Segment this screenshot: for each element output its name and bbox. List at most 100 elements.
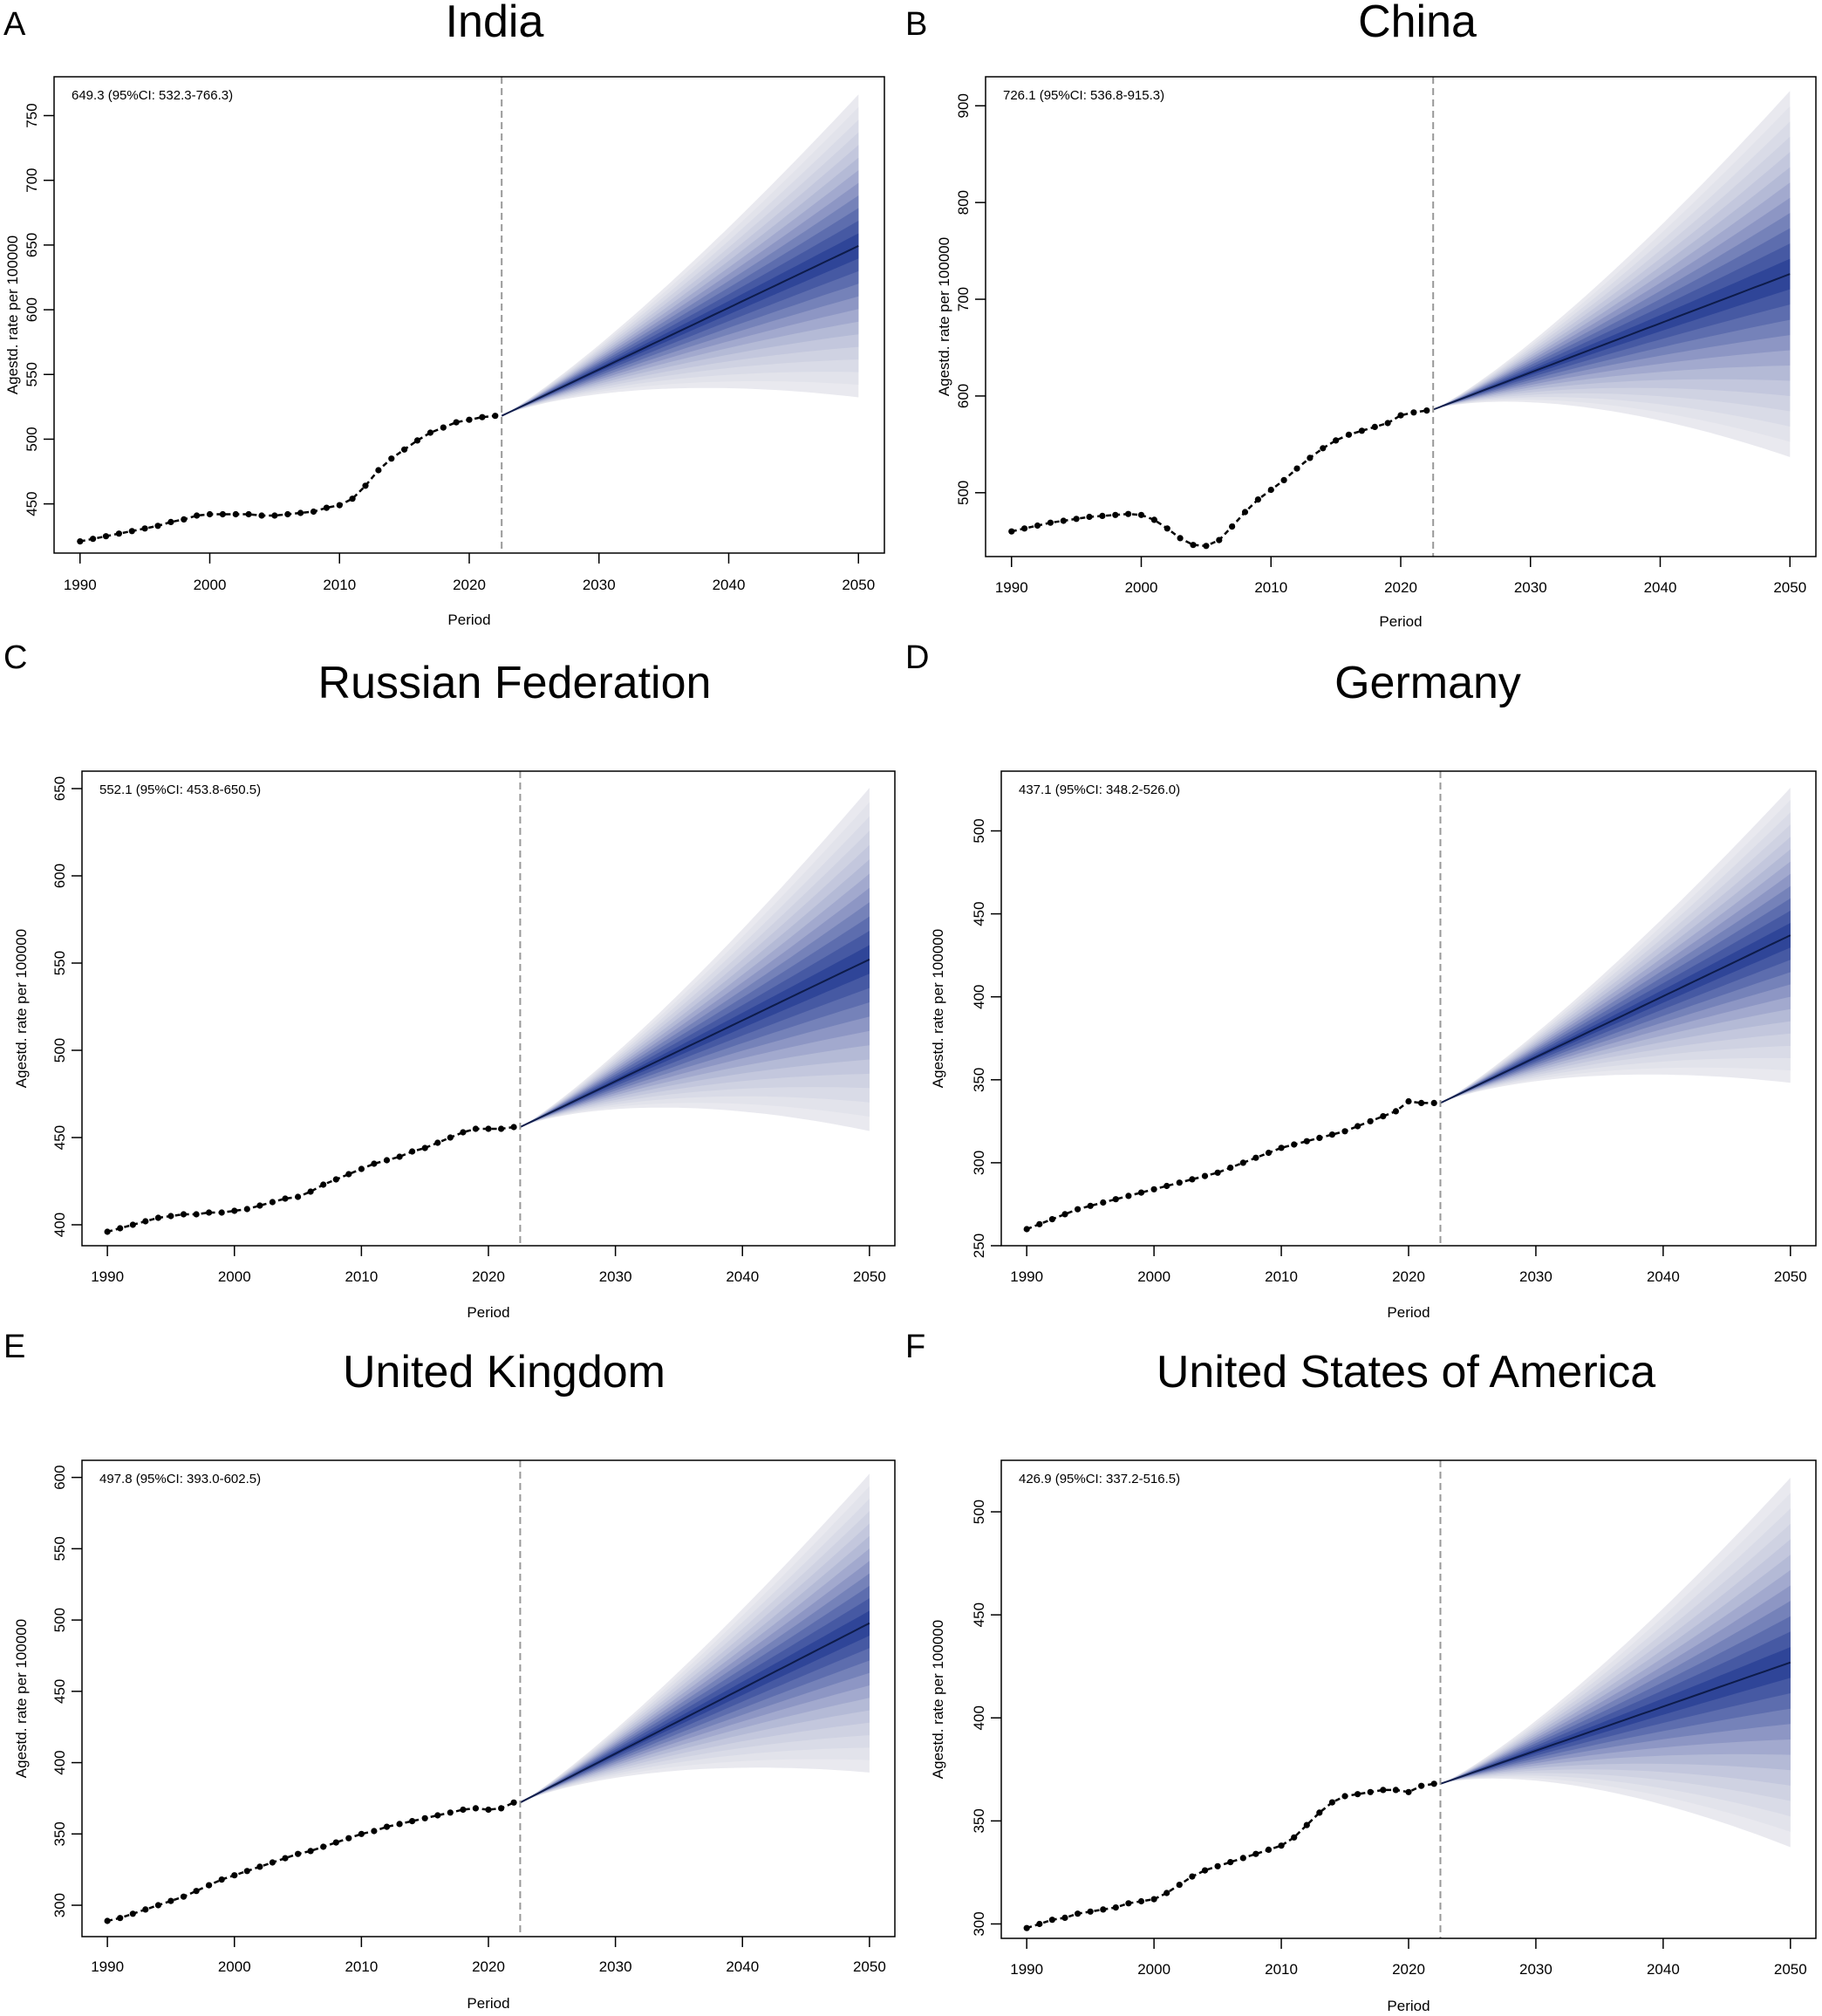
- observed-point: [1380, 1113, 1387, 1120]
- observed-point: [362, 482, 369, 489]
- observed-point: [154, 1902, 161, 1909]
- forecast-annotation: 426.9 (95%CI: 337.2-516.5): [1019, 1472, 1180, 1486]
- y-tick-label: 350: [51, 1821, 68, 1846]
- observed-point: [1036, 1220, 1043, 1227]
- y-tick-label: 450: [24, 491, 40, 516]
- y-tick-label: 650: [24, 233, 40, 257]
- x-tick-label: 2010: [1265, 1961, 1298, 1978]
- observed-point: [485, 1125, 492, 1132]
- x-axis-label: Period: [467, 1304, 509, 1321]
- observed-point: [1112, 1196, 1119, 1203]
- forecast-band-11: [1440, 1631, 1791, 1784]
- observed-point: [440, 424, 447, 431]
- observed-point: [510, 1799, 517, 1806]
- chart-title: Russian Federation: [318, 658, 712, 708]
- observed-point: [1100, 1906, 1107, 1913]
- observed-point: [498, 1805, 505, 1812]
- observed-line: [106, 1125, 515, 1234]
- observed-point: [206, 1882, 213, 1889]
- observed-point: [447, 1809, 454, 1816]
- x-tick-label: 2020: [1384, 579, 1417, 596]
- observed-point: [1150, 1896, 1157, 1903]
- observed-point: [1355, 1791, 1361, 1798]
- observed-point: [282, 1855, 289, 1862]
- x-axis: 1990 2000 2010 2020 2030 2040 2050 Period: [91, 1937, 886, 2012]
- x-axis: 1990 2000 2010 2020 2030 2040 2050 Period: [91, 1246, 886, 1321]
- panel-letter: A: [3, 6, 26, 43]
- y-tick-label: 300: [971, 1151, 987, 1175]
- x-tick-label: 2040: [713, 577, 746, 593]
- observed-point: [1075, 1206, 1082, 1213]
- x-tick-label: 2030: [1519, 1268, 1552, 1285]
- observed-point: [485, 1806, 492, 1814]
- observed-point: [1303, 1821, 1310, 1828]
- observed-point: [1392, 1787, 1399, 1794]
- observed-point: [1177, 535, 1184, 542]
- observed-point: [1405, 1097, 1412, 1105]
- observed-point: [1316, 1809, 1323, 1816]
- observed-point: [1345, 431, 1353, 438]
- observed-point: [167, 1897, 174, 1904]
- forecast-bands: [1440, 788, 1791, 1104]
- observed-point: [284, 510, 291, 518]
- observed-point: [1227, 1859, 1234, 1866]
- x-tick-label: 2000: [218, 1268, 251, 1285]
- y-axis-label: Agestd. rate per 100000: [930, 929, 946, 1088]
- forecast-bands: [520, 788, 870, 1131]
- observed-point: [1163, 1182, 1170, 1190]
- observed-point: [1252, 1850, 1259, 1857]
- observed-point: [1048, 1216, 1055, 1223]
- observed-point: [256, 1863, 263, 1870]
- observed-point: [154, 1214, 161, 1221]
- observed-point: [336, 502, 343, 509]
- observed-point: [1291, 1141, 1298, 1148]
- observed-point: [1125, 510, 1132, 517]
- forecast-bands: [502, 94, 859, 416]
- panel-letter: E: [3, 1329, 25, 1365]
- observed-point: [1291, 1834, 1298, 1841]
- observed-point: [388, 455, 395, 462]
- x-axis-label: Period: [1379, 613, 1422, 630]
- observed-point: [1367, 1788, 1374, 1795]
- observed-points: [1008, 407, 1430, 550]
- observed-point: [142, 1218, 149, 1225]
- observed-point: [434, 1812, 441, 1819]
- observed-point: [492, 413, 499, 420]
- y-tick-label: 450: [971, 901, 987, 926]
- observed-point: [258, 512, 265, 519]
- observed-point: [1047, 519, 1054, 526]
- panel-letter: B: [905, 6, 927, 43]
- y-axis: 450 500 550 600 650 700 750 Agestd. rate per 10…: [4, 103, 54, 516]
- x-tick-label: 2000: [1125, 579, 1158, 596]
- observed-point: [243, 1206, 250, 1213]
- observed-point: [1371, 423, 1378, 430]
- observed-point: [1410, 409, 1417, 416]
- observed-point: [1137, 511, 1145, 518]
- observed-point: [396, 1821, 403, 1828]
- observed-point: [320, 1843, 327, 1850]
- observed-point: [206, 1209, 213, 1216]
- observed-point: [115, 530, 122, 537]
- y-tick-label: 400: [971, 984, 987, 1008]
- observed-point: [1087, 1908, 1094, 1915]
- y-axis-label: Agestd. rate per 100000: [4, 236, 21, 394]
- x-tick-label: 2020: [453, 577, 486, 593]
- observed-point: [307, 1848, 314, 1855]
- y-tick-label: 600: [51, 864, 68, 888]
- observed-point: [1341, 1128, 1348, 1135]
- observed-point: [1341, 1793, 1348, 1800]
- observed-point: [1239, 1855, 1246, 1862]
- observed-point: [1303, 1138, 1310, 1145]
- forecast-bands: [1433, 91, 1791, 457]
- x-tick-label: 2040: [1644, 579, 1677, 596]
- observed-point: [1333, 437, 1340, 444]
- observed-point: [142, 1906, 149, 1913]
- observed-point: [1265, 1149, 1273, 1157]
- observed-point: [421, 1145, 428, 1152]
- observed-line: [1026, 1782, 1435, 1930]
- y-tick-label: 500: [971, 818, 987, 843]
- observed-point: [1430, 1099, 1437, 1106]
- observed-point: [358, 1165, 365, 1172]
- forecast-band-9: [520, 1573, 870, 1803]
